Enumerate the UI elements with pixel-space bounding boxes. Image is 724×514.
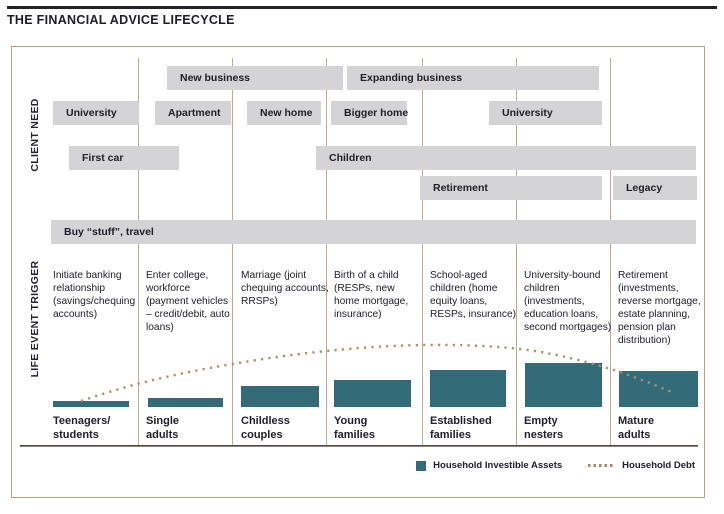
need-bar-expanding-business: Expanding business (347, 66, 599, 90)
trigger-text-young: Birth of a child (RESPs, new home mortga… (334, 270, 409, 320)
asset-bar-single (148, 398, 223, 407)
need-bar-first-car: First car (69, 146, 179, 170)
axis-label-life-event-trigger: LIFE EVENT TRIGGER (29, 260, 41, 378)
column-divider (232, 58, 233, 446)
asset-bar-mature (619, 371, 698, 407)
column-divider (422, 58, 423, 446)
debt-legend-dotted-icon (588, 464, 616, 467)
asset-bar-empty (525, 363, 602, 407)
need-bar-university-1: University (53, 101, 139, 125)
segment-label-teenagers: Teenagers/ students (53, 415, 111, 441)
trigger-text-empty: University-bound children (investments, … (524, 270, 612, 333)
asset-bar-established (430, 370, 506, 407)
trigger-text-teenagers: Initiate banking relationship (savings/c… (53, 270, 136, 320)
trigger-text-childless: Marriage (joint chequing accounts, RRSPs… (241, 270, 329, 307)
segment-label-empty: Empty nesters (524, 415, 564, 441)
need-bar-apartment: Apartment (155, 101, 231, 125)
asset-bar-childless (241, 386, 319, 407)
need-bar-buy-stuff-travel: Buy “stuff”, travel (51, 220, 696, 244)
need-bar-university-2: University (489, 101, 602, 125)
column-divider (516, 58, 517, 446)
segment-label-young: Young families (334, 415, 375, 441)
assets-legend-label: Household Investible Assets (433, 460, 563, 471)
segment-label-established: Established families (430, 415, 492, 441)
trigger-text-mature: Retirement (investments, reverse mortgag… (618, 270, 701, 346)
legend: Household Investible Assets Household De… (416, 460, 695, 471)
need-bar-new-business: New business (167, 66, 343, 90)
asset-bar-young (334, 380, 411, 407)
lifecycle-chart: CLIENT NEED LIFE EVENT TRIGGER New busin… (11, 46, 705, 498)
trigger-text-established: School-aged children (home equity loans,… (430, 270, 517, 320)
assets-legend-swatch-icon (416, 460, 427, 471)
debt-legend-label: Household Debt (622, 460, 695, 471)
segment-label-mature: Mature adults (618, 415, 655, 441)
need-bar-legacy: Legacy (613, 176, 697, 200)
need-bar-retirement: Retirement (420, 176, 602, 200)
column-divider (138, 58, 139, 446)
asset-bar-teenagers (53, 401, 129, 407)
segment-label-single: Single adults (146, 415, 180, 441)
top-rule (7, 6, 717, 9)
column-divider (610, 58, 611, 446)
need-bar-new-home: New home (247, 101, 321, 125)
trigger-text-single: Enter college, workforce (payment vehicl… (146, 270, 230, 333)
segment-baseline (20, 445, 698, 447)
segment-label-childless: Childless couples (241, 415, 290, 441)
axis-label-client-need: CLIENT NEED (29, 98, 41, 172)
need-bar-children: Children (316, 146, 696, 170)
page-title: THE FINANCIAL ADVICE LIFECYCLE (7, 13, 235, 27)
need-bar-bigger-home: Bigger home (331, 101, 408, 125)
column-divider (326, 58, 327, 446)
